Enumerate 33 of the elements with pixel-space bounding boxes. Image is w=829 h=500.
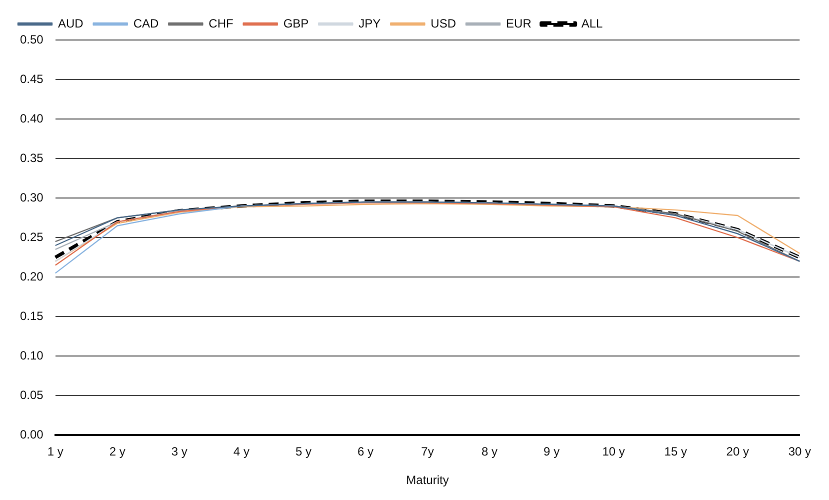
- y-tick-label: 0.35: [20, 150, 44, 165]
- y-tick-label: 0.20: [20, 269, 44, 284]
- legend-label: CHF: [208, 16, 234, 30]
- legend-label: AUD: [58, 16, 84, 30]
- x-tick-label: 6 y: [357, 444, 374, 459]
- x-tick-label: 15 y: [664, 444, 687, 459]
- y-tick-label: 0.45: [20, 72, 44, 86]
- legend-label: GBP: [283, 16, 309, 30]
- x-tick-label: 8 y: [482, 444, 498, 459]
- x-tick-label: 5 y: [295, 444, 312, 459]
- legend-label: EUR: [506, 16, 532, 30]
- legend-label: JPY: [358, 16, 381, 30]
- y-tick-label: 0.05: [20, 388, 44, 402]
- legend-label: ALL: [581, 16, 604, 30]
- y-tick-label: 0.00: [20, 428, 44, 442]
- y-tick-label: 0.15: [20, 308, 44, 323]
- x-tick-label: 9 y: [544, 444, 560, 459]
- x-tick-label: 1 y: [47, 444, 64, 459]
- x-tick-label: 4 y: [233, 444, 250, 459]
- x-tick-label: 10 y: [602, 444, 625, 459]
- legend-label: CAD: [133, 16, 160, 30]
- legend-label: USD: [430, 16, 456, 30]
- x-tick-label: 30 y: [788, 444, 812, 459]
- x-tick-label: 2 y: [109, 444, 126, 459]
- x-tick-label: 3 y: [171, 444, 188, 459]
- x-axis-title: Maturity: [406, 473, 449, 488]
- y-tick-label: 0.10: [20, 348, 44, 362]
- y-tick-label: 0.50: [20, 32, 44, 46]
- x-tick-label: 7y: [421, 444, 434, 459]
- y-tick-label: 0.40: [20, 111, 44, 126]
- y-tick-label: 0.25: [20, 230, 44, 244]
- y-tick-label: 0.30: [20, 190, 44, 204]
- x-tick-label: 20 y: [726, 444, 749, 459]
